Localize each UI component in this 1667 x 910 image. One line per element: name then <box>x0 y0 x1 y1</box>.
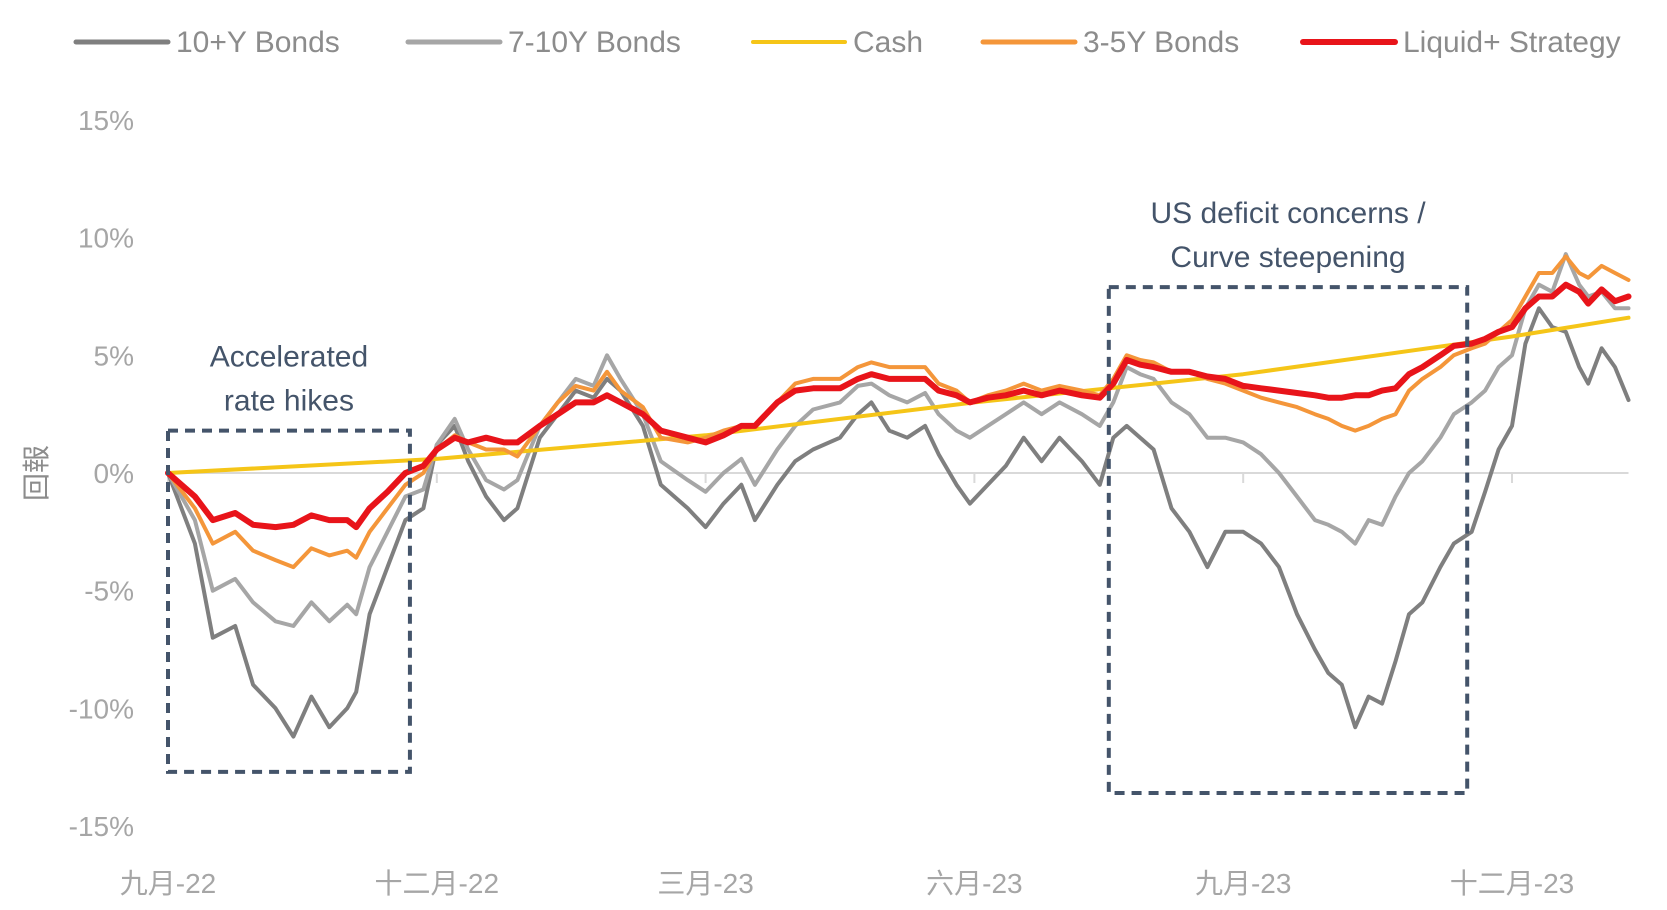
x-tick-label: 六月-23 <box>926 868 1022 899</box>
legend-label: Cash <box>853 26 923 59</box>
legend-label: 10+Y Bonds <box>176 26 340 59</box>
y-axis-title: 回報 <box>20 445 53 501</box>
annotation-box <box>1106 285 1470 796</box>
annotations: Accelerated rate hikes US deficit concerns… <box>166 197 1470 796</box>
x-tick-label: 十二月-23 <box>1450 868 1574 899</box>
y-tick-label: -15% <box>69 811 134 842</box>
legend-label: 7-10Y Bonds <box>508 26 681 59</box>
x-tick-label: 九月-22 <box>120 868 216 899</box>
x-tick-label: 三月-23 <box>657 868 753 899</box>
legend-item-7-10y-bonds: 7-10Y Bonds <box>405 26 681 59</box>
y-tick-label: -10% <box>69 693 134 724</box>
x-axis-ticks: 九月-22 十二月-22 三月-23 六月-23 九月-23 十二月-23 <box>120 473 1574 899</box>
y-tick-label: -5% <box>84 576 134 607</box>
legend-label: 3-5Y Bonds <box>1083 26 1239 59</box>
legend-item-liquid-strategy: Liquid+ Strategy <box>1300 26 1621 59</box>
legend-label: Liquid+ Strategy <box>1403 26 1621 59</box>
series-layer <box>165 252 1632 739</box>
series-line-liquid-strategy <box>165 281 1632 531</box>
y-axis-label: 回報 <box>20 445 53 501</box>
annotation-box <box>166 428 412 774</box>
y-tick-label: 5% <box>94 340 134 371</box>
y-tick-label: 10% <box>78 223 134 254</box>
y-axis-ticks: 15% 10% 5% 0% -5% -10% -15% <box>69 105 134 842</box>
x-tick-label: 十二月-22 <box>375 868 499 899</box>
y-tick-label: 0% <box>94 458 134 489</box>
annotation-text: US deficit concerns / <box>1150 197 1426 230</box>
chart-legend: 10+Y Bonds 7-10Y Bonds Cash 3-5Y Bonds Liqui… <box>73 26 1621 59</box>
legend-item-3-5y-bonds: 3-5Y Bonds <box>980 26 1239 59</box>
series-line-cash <box>166 315 1631 475</box>
y-tick-label: 15% <box>78 105 134 136</box>
annotation-text: rate hikes <box>224 385 354 418</box>
legend-item-cash: Cash <box>751 26 923 59</box>
annotation-text: Curve steepening <box>1170 241 1405 274</box>
x-tick-label: 九月-23 <box>1195 868 1291 899</box>
annotation-text: Accelerated <box>210 341 368 374</box>
legend-item-10-y-bonds: 10+Y Bonds <box>73 26 340 59</box>
